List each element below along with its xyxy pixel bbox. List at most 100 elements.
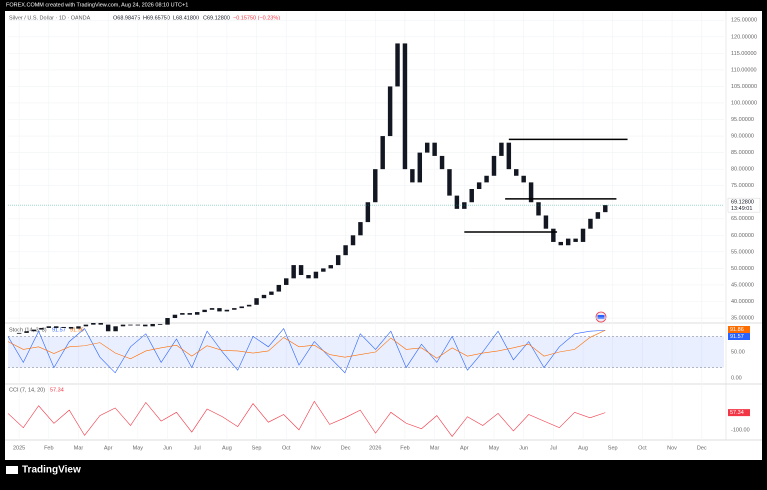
candle [424,142,430,153]
y-tick-label: 105.00000 [731,84,757,90]
candle [373,169,378,203]
y-tick-label: 65.00000 [731,216,754,222]
cci-value-box [728,409,750,417]
candle [172,314,178,319]
candle [491,155,497,176]
x-tick-label: 2025 [13,445,25,451]
x-tick-label: Mar [430,445,440,451]
candle [432,142,437,156]
x-tick-label: Jun [163,445,172,451]
candle [335,255,341,266]
candle [343,245,348,256]
x-tick-label: Aug [578,445,588,451]
y-tick-label: 60.00000 [731,233,754,239]
candle [165,318,170,325]
ohlc-low: L68.41800 [173,15,199,21]
last-price-box [727,197,761,213]
x-tick-label: May [489,445,500,451]
candle [580,228,586,242]
x-tick-label: Oct [282,445,291,451]
candle [350,235,356,246]
candle [46,326,52,328]
candle [365,202,371,223]
x-tick-label: 2026 [369,445,381,451]
candle [395,43,400,87]
x-tick-label: Oct [638,445,647,451]
x-tick-label: Dec [341,445,351,451]
candle [387,86,393,137]
candle [462,202,467,209]
y-tick-label: 55.00000 [731,249,754,255]
source-text: FOREX.COMM created with TradingView.com,… [6,2,188,8]
y-tick-label: 90.00000 [731,134,754,140]
stoch-line [7,329,606,360]
x-tick-label: Sep [252,445,262,451]
stoch-line [7,328,606,374]
candle [135,324,141,326]
y-tick-label: 100.00000 [731,100,757,106]
x-tick-label: Mar [74,445,84,451]
symbol: Silver / U.S. Dollar · 1D · OANDA [9,15,91,21]
candle [54,326,59,328]
cci-title: CCI (7, 14, 20) [9,387,45,393]
candle [246,304,252,307]
x-tick-label: Aug [222,445,232,451]
candle [469,189,474,203]
candle [573,238,578,242]
brand: TradingView [6,465,81,476]
x-tick-label: Nov [667,445,677,451]
candle [536,202,541,216]
x-tick-label: Jul [194,445,201,451]
candle [514,169,519,176]
candle [39,327,44,330]
candle [484,175,489,183]
candle [157,323,163,325]
candle [91,322,96,325]
candle [105,324,111,332]
candle [328,265,333,269]
candle [417,152,423,183]
x-tick-label: Apr [104,445,113,451]
y-tick-label: 35.00000 [731,315,754,321]
candle [284,278,289,285]
candle [239,306,244,309]
candle [558,241,563,246]
candle [506,142,512,170]
x-tick-label: Jul [550,445,557,451]
y-tick-label: 125.00000 [731,18,757,24]
x-tick-label: Feb [400,445,409,451]
candle [321,268,326,272]
candle [128,324,133,326]
candle [402,43,408,170]
candle [120,324,126,327]
candle [150,323,155,327]
stoch-title: Stoch (14, 3, 3) [9,327,47,333]
candle [16,332,22,334]
candle [217,308,222,312]
candle [454,195,460,209]
y-tick-label: 85.00000 [731,150,754,156]
candle [113,326,118,332]
candle [521,175,526,183]
candle [202,309,207,313]
candle [306,275,311,279]
x-tick-label: Dec [697,445,707,451]
stoch-value-box [728,333,750,340]
candle [291,265,296,279]
y-tick-label: 95.00000 [731,117,754,123]
cci-line [7,400,606,437]
candle [358,222,363,236]
x-tick-label: Sep [608,445,618,451]
candle [24,331,29,333]
ohlc-high: H69.65750 [143,15,170,21]
candle [261,294,267,299]
candle [68,326,74,329]
candle [143,324,148,327]
candle [447,169,452,196]
candle [194,312,200,315]
candle [476,182,482,190]
candle [31,329,37,332]
stoch-value-tag: 91.86 [730,327,744,333]
y-tick-label: 80.00000 [731,167,754,173]
